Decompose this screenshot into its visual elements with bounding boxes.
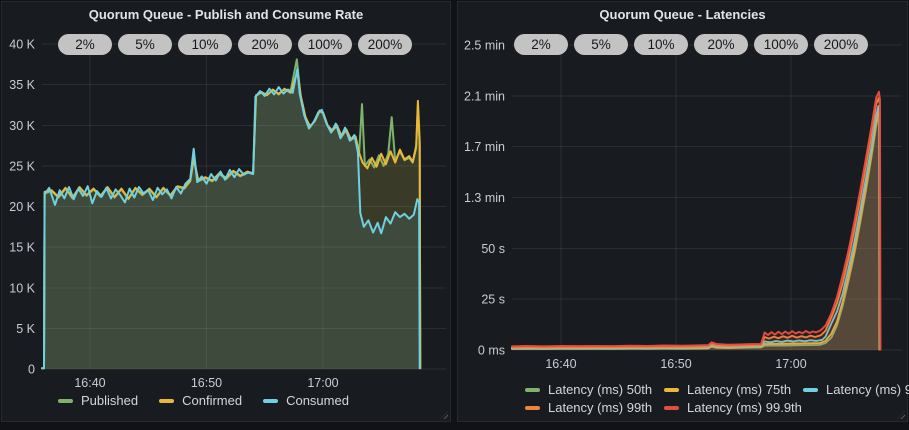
annotation-pill-5pct[interactable]: 5%: [118, 34, 172, 55]
x-axis-tick-label: 16:40: [545, 357, 576, 371]
legend-color-marker: [263, 398, 279, 403]
latencies-chart[interactable]: 0 ms 25 s 50 s 1.3 min 1.7 min 2.1 min 2.5 min…: [458, 2, 907, 421]
y-axis-tick-label: 2.5 min: [464, 39, 505, 53]
annotation-pill-10pct[interactable]: 10%: [178, 34, 232, 55]
annotation-pill-100pct[interactable]: 100%: [754, 34, 808, 55]
legend-item-confirmed[interactable]: Confirmed: [159, 393, 242, 408]
legend-item-latency-ms-95th[interactable]: Latency (ms) 95th: [803, 382, 909, 397]
y-axis-tick-label: 5 K: [16, 322, 35, 336]
legend-color-marker: [58, 398, 73, 403]
y-axis-tick-label: 40 K: [9, 38, 35, 52]
annotation-pills: 2% 5% 10% 20% 100% 200%: [514, 34, 868, 55]
legend-latencies: Latency (ms) 50th Latency (ms) 75th Latenc…: [525, 382, 909, 415]
legend-color-marker: [664, 405, 679, 410]
panel-title-latencies[interactable]: Quorum Queue - Latencies: [599, 7, 766, 22]
legend-label: Latency (ms) 95th: [826, 382, 909, 397]
series-area-confirmed: [42, 71, 421, 369]
annotation-pill-10pct[interactable]: 10%: [634, 34, 688, 55]
legend-label: Published: [81, 393, 139, 408]
y-axis-tick-label: 1.7 min: [464, 140, 505, 154]
series-area-latency-ms-99th: [512, 97, 881, 351]
legend-label: Latency (ms) 75th: [687, 382, 792, 397]
legend-color-marker: [664, 387, 679, 392]
y-axis-tick-label: 35 K: [9, 78, 35, 92]
series-line-latency-ms-99th: [511, 96, 882, 351]
annotation-pill-100pct[interactable]: 100%: [298, 34, 352, 55]
y-axis-tick-label: 2.1 min: [464, 89, 505, 103]
legend-label: Latency (ms) 99th: [548, 400, 653, 415]
series-line-latency-ms-99-9th: [511, 90, 882, 351]
annotation-pill-20pct[interactable]: 20%: [238, 34, 292, 55]
y-axis-tick-label: 0 ms: [478, 344, 505, 358]
annotation-pill-20pct[interactable]: 20%: [694, 34, 748, 55]
legend-label: Latency (ms) 50th: [548, 382, 653, 397]
legend-publish-consume: Published Confirmed Consumed: [58, 393, 349, 408]
panel-latencies: Quorum Queue - Latencies 0 ms 25 s 50 s 1.3…: [457, 1, 909, 422]
publish-consume-chart[interactable]: 0 5 K 10 K 15 K 20 K 25 K 30 K 35 K 40 K 16:40 16:…: [2, 2, 450, 421]
annotation-pill-5pct[interactable]: 5%: [574, 34, 628, 55]
panel-title-publish-consume[interactable]: Quorum Queue - Publish and Consume Rate: [88, 7, 364, 22]
series-line-latency-ms-50th: [511, 117, 881, 351]
y-axis-tick-label: 20 K: [9, 200, 35, 214]
x-axis-tick-label: 17:00: [307, 376, 338, 390]
legend-item-published[interactable]: Published: [58, 393, 138, 408]
panel-resize-handle[interactable]: [440, 411, 448, 419]
annotation-pill-2pct[interactable]: 2%: [58, 34, 112, 55]
legend-item-latency-ms-99th[interactable]: Latency (ms) 99th: [525, 400, 664, 415]
x-axis-tick-label: 16:40: [74, 376, 105, 390]
y-axis-tick-label: 0: [28, 363, 35, 377]
y-axis-tick-label: 10 K: [9, 281, 35, 295]
legend-color-marker: [803, 387, 818, 392]
legend-item-latency-ms-99-9th[interactable]: Latency (ms) 99.9th: [664, 400, 803, 415]
legend-label: Latency (ms) 99.9th: [687, 400, 802, 415]
series-area-consumed: [42, 68, 420, 370]
legend-item-latency-ms-75th[interactable]: Latency (ms) 75th: [664, 382, 803, 397]
series-line-consumed: [41, 67, 421, 370]
y-axis-tick-label: 50 s: [481, 242, 505, 256]
x-axis-tick-label: 16:50: [660, 357, 691, 371]
legend-color-marker: [525, 405, 540, 410]
series-area-published: [42, 59, 421, 370]
series-line-latency-ms-95th: [511, 105, 881, 351]
x-axis-tick-label: 16:50: [191, 376, 222, 390]
series-area-latency-ms-75th: [512, 112, 880, 350]
legend-label: Confirmed: [182, 393, 243, 408]
x-axis-tick-label: 17:00: [775, 357, 806, 371]
y-axis-tick-label: 15 K: [9, 241, 35, 255]
annotation-pill-200pct[interactable]: 200%: [358, 34, 412, 55]
legend-color-marker: [525, 387, 540, 392]
legend-item-latency-ms-50th[interactable]: Latency (ms) 50th: [525, 382, 664, 397]
panel-publish-consume-rate: Quorum Queue - Publish and Consume Rate …: [1, 1, 451, 422]
annotation-pill-200pct[interactable]: 200%: [814, 34, 868, 55]
y-axis-tick-label: 30 K: [9, 119, 35, 133]
series-line-latency-ms-75th: [511, 111, 881, 351]
annotation-pill-2pct[interactable]: 2%: [514, 34, 568, 55]
legend-color-marker: [159, 398, 175, 403]
series-area-latency-ms-99-9th: [512, 91, 881, 351]
y-axis-tick-label: 25 K: [9, 159, 35, 173]
y-axis-tick-label: 25 s: [481, 293, 505, 307]
series-area-latency-ms-95th: [512, 106, 880, 350]
panel-resize-handle[interactable]: [897, 411, 905, 419]
y-axis-tick-label: 1.3 min: [464, 191, 505, 205]
legend-item-consumed[interactable]: Consumed: [263, 393, 349, 408]
legend-label: Consumed: [286, 393, 349, 408]
series-area-latency-ms-50th: [512, 118, 880, 350]
annotation-pills: 2% 5% 10% 20% 100% 200%: [58, 34, 412, 55]
